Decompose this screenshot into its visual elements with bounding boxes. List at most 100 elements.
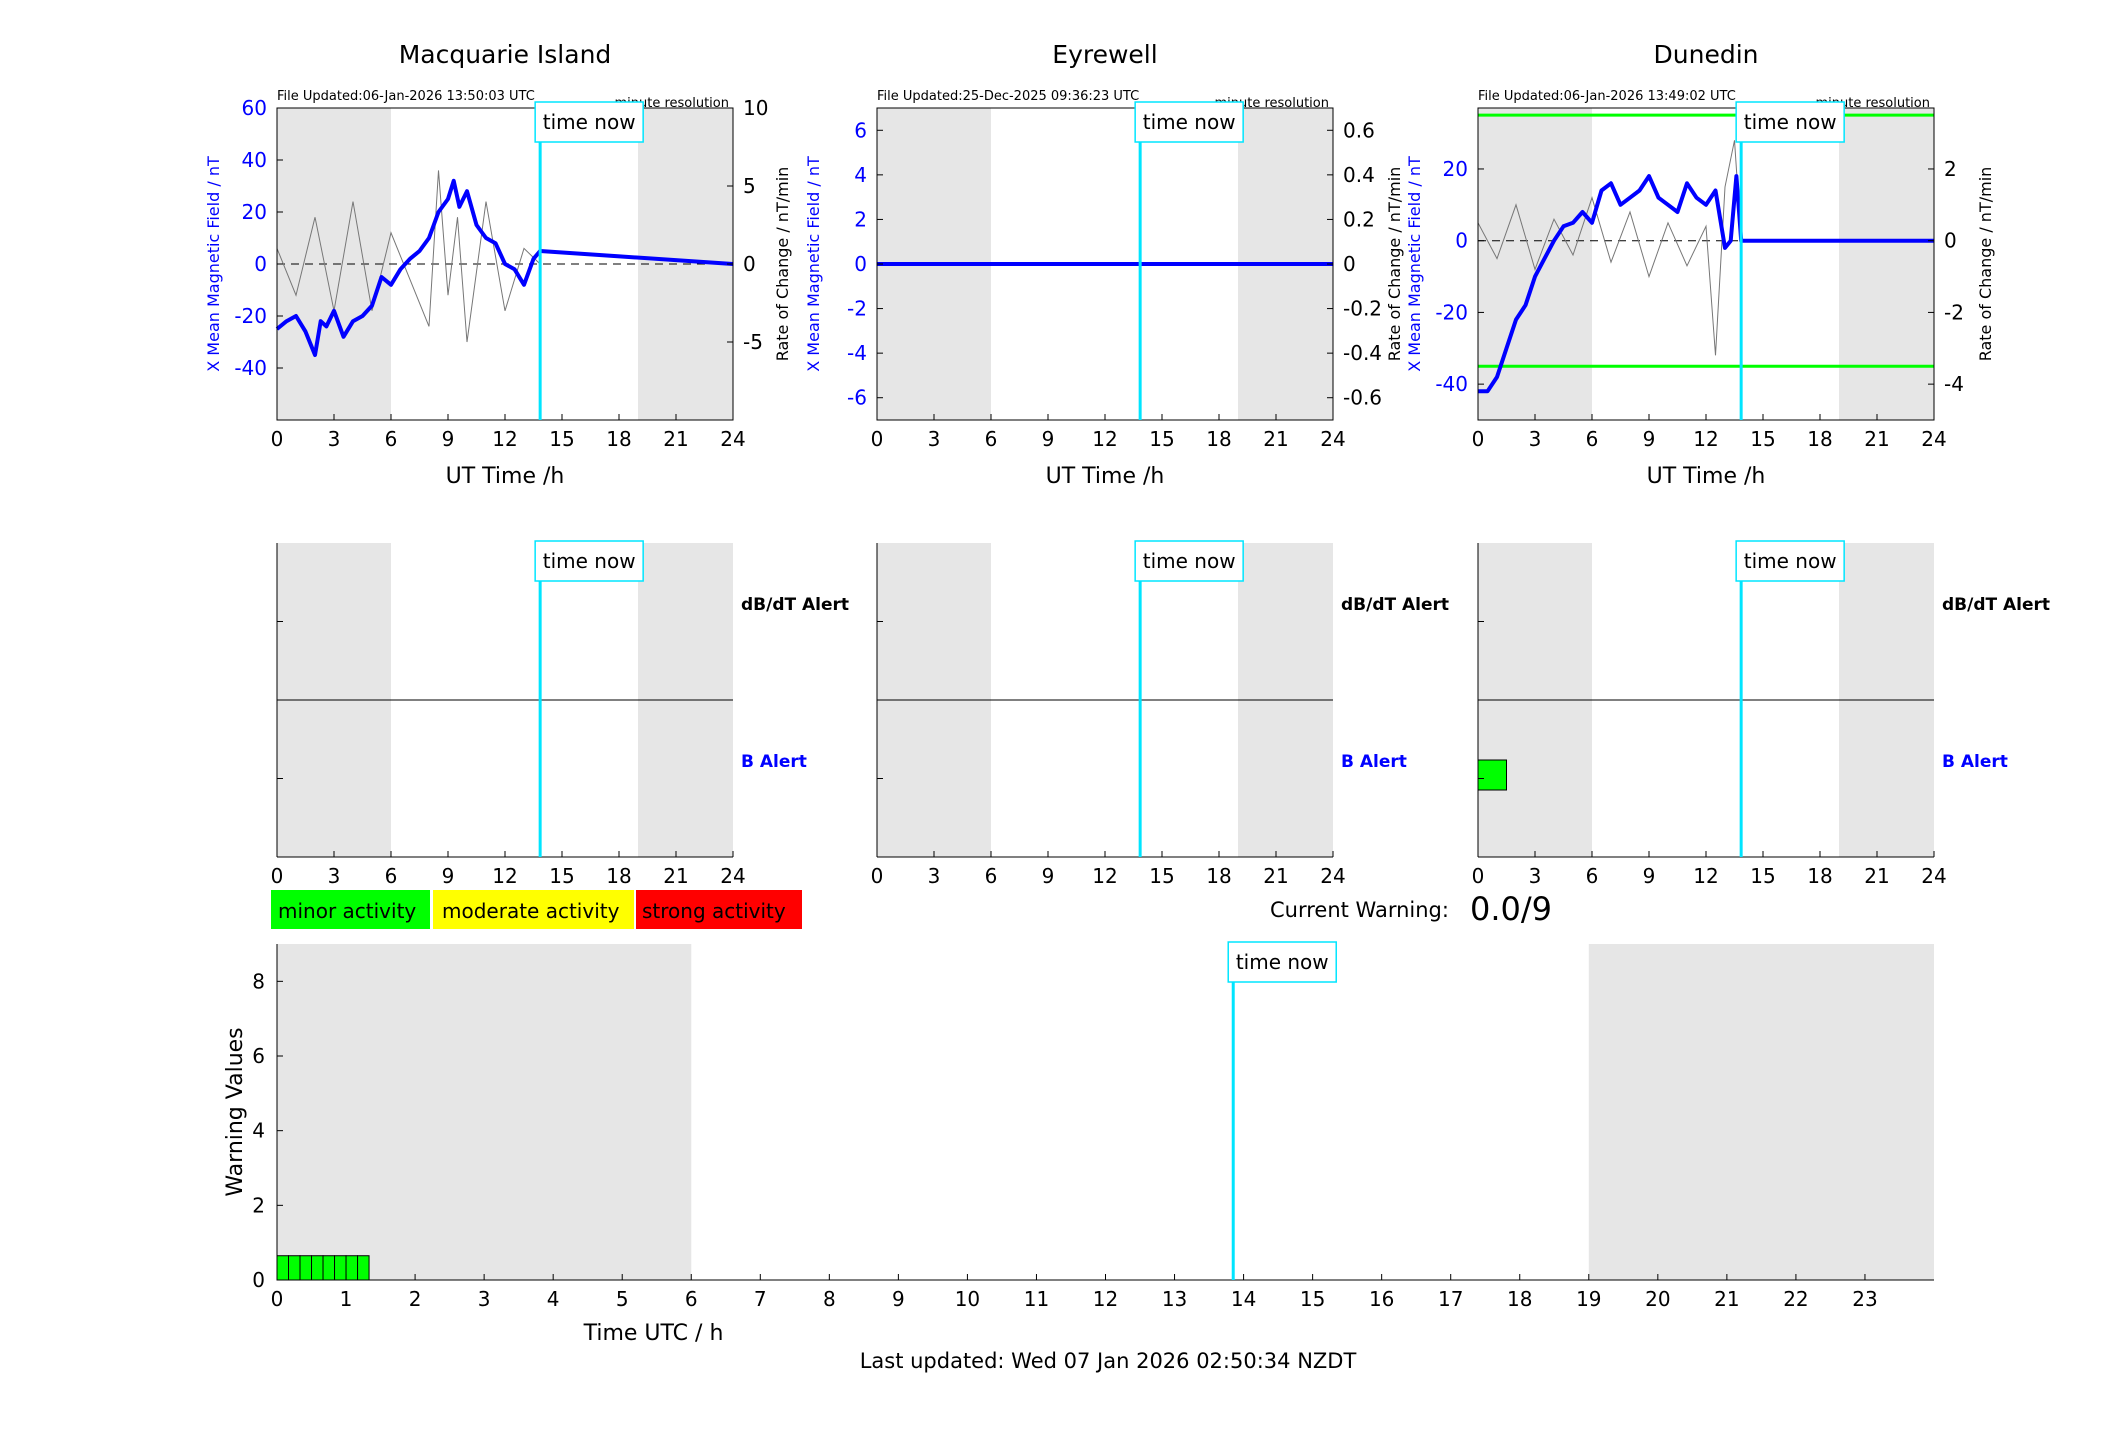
station-1-top-xtick-label-5: 15 xyxy=(549,427,574,451)
station-1-top-xtick-label-6: 18 xyxy=(606,427,631,451)
station-2-ytick-label-1: -4 xyxy=(847,341,867,365)
warning-xtick-label-4: 4 xyxy=(547,1287,560,1311)
station-1-ytick-right-label-3: 10 xyxy=(743,96,768,120)
station-3-alert-xtick-label-0: 0 xyxy=(1472,864,1485,888)
station-2-ytick-label-2: -2 xyxy=(847,297,867,321)
station-3-b-alert-block-0 xyxy=(1477,759,1507,791)
station-2-alert-xtick-label-2: 6 xyxy=(985,864,998,888)
warning-ytick-label-2: 4 xyxy=(252,1119,265,1143)
station-3-alert-xtick-label-3: 9 xyxy=(1643,864,1656,888)
station-1-alert-xtick-label-0: 0 xyxy=(271,864,284,888)
station-1-rate-line xyxy=(276,170,541,343)
station-3-ylabel-right-inner: Rate of Change / nT/min xyxy=(1385,167,1404,362)
station-2-top-xtick-label-0: 0 xyxy=(871,427,884,451)
station-2-ytick-right-label-6: 0.6 xyxy=(1343,118,1375,142)
station-1-alert-xtick-label-7: 21 xyxy=(663,864,688,888)
warning-bar-3 xyxy=(311,1255,324,1281)
station-1-top-xtick-label-3: 9 xyxy=(442,427,455,451)
station-3-top-xtick-label-6: 18 xyxy=(1807,427,1832,451)
station-3-alert-panel: 0 3 6 9 12 15 18 21 24 dB/dT Alert B Alert time now xyxy=(1472,540,2050,888)
station-1-alert-time-now-box xyxy=(534,540,644,582)
station-1-b-alert-label: B Alert xyxy=(741,752,807,772)
station-1-alert-xtick-label-4: 12 xyxy=(492,864,517,888)
station-3-ytick-label-1: -20 xyxy=(1435,300,1468,324)
station-2-alert-xtick-label-8: 24 xyxy=(1320,864,1345,888)
station-3-alert-xtick-label-5: 15 xyxy=(1750,864,1775,888)
station-1-top-time-now-label: time now xyxy=(543,110,636,134)
warning-xtick-label-10: 10 xyxy=(955,1287,980,1311)
station-1-ylabel-right: Rate of Change / nT/min xyxy=(773,167,792,362)
warning-ytick-label-4: 8 xyxy=(252,969,265,993)
station-2-ylabel: X Mean Magnetic Field / nT xyxy=(804,156,823,372)
station-1-field-line-0 xyxy=(275,178,734,357)
station-3-top-xtick-label-0: 0 xyxy=(1472,427,1485,451)
station-2-top-xtick-label-1: 3 xyxy=(928,427,941,451)
station-2-ytick-label-5: 4 xyxy=(854,163,867,187)
station-1-top-time-now-box xyxy=(534,101,644,143)
station-2-top-xtick-label-6: 18 xyxy=(1206,427,1231,451)
station-3-alert-xtick-label-8: 24 xyxy=(1921,864,1946,888)
station-2-ytick-right-label-3: 0 xyxy=(1343,252,1356,276)
warning-xtick-label-1: 1 xyxy=(340,1287,353,1311)
station-3-ytick-label-2: 0 xyxy=(1455,229,1468,253)
station-2-ytick-label-0: -6 xyxy=(847,386,867,410)
warning-bar-4 xyxy=(322,1255,336,1281)
station-1-alert-xtick-label-8: 24 xyxy=(720,864,745,888)
warning-bar-7 xyxy=(357,1255,370,1281)
station-2-alert-xtick-label-0: 0 xyxy=(871,864,884,888)
station-1-alert-xtick-label-6: 18 xyxy=(606,864,631,888)
station-1-ytick-label-1: -20 xyxy=(234,304,267,328)
station-3-top-xtick-label-4: 12 xyxy=(1693,427,1718,451)
station-2-alert-time-now-box xyxy=(1134,540,1244,582)
warning-xtick-label-6: 6 xyxy=(685,1287,698,1311)
station-3-field-line-0 xyxy=(1478,174,1934,394)
station-1-ytick-label-3: 20 xyxy=(242,200,267,224)
station-1-top-xtick-label-1: 3 xyxy=(328,427,341,451)
warning-xtick-label-2: 2 xyxy=(409,1287,422,1311)
warning-ytick-label-1: 2 xyxy=(252,1193,265,1217)
station-3-rate-line xyxy=(1477,140,1742,356)
station-2-top-time-now-box xyxy=(1134,101,1244,143)
station-1-alert-time-now-label: time now xyxy=(543,549,636,573)
warning-bar-5 xyxy=(334,1255,347,1281)
legend-strong-label: strong activity xyxy=(642,899,786,923)
warning-xtick-label-20: 20 xyxy=(1645,1287,1670,1311)
station-2-alert-xtick-label-1: 3 xyxy=(928,864,941,888)
station-1-file-updated: File Updated:06-Jan-2026 13:50:03 UTC xyxy=(277,89,535,104)
station-3-b-alert-label: B Alert xyxy=(1942,752,2008,772)
warning-xtick-label-8: 8 xyxy=(823,1287,836,1311)
warning-time-now-label: time now xyxy=(1236,950,1329,974)
station-1-panel: Macquarie Island File Updated:06-Jan-2026… xyxy=(204,40,792,489)
warning-night-shade-1 xyxy=(1588,944,1934,1280)
warning-ytick-label-3: 6 xyxy=(252,1044,265,1068)
station-1-xlabel: UT Time /h xyxy=(446,464,565,489)
station-1-ytick-right-label-2: 5 xyxy=(743,174,756,198)
station-3-top-xtick-label-1: 3 xyxy=(1529,427,1542,451)
warning-xtick-label-15: 15 xyxy=(1300,1287,1325,1311)
current-warning-value: 0.0/9 xyxy=(1470,890,1552,928)
station-2-top-xtick-label-8: 24 xyxy=(1320,427,1345,451)
station-2-ytick-label-6: 6 xyxy=(854,118,867,142)
station-1-dbdt-alert-label: dB/dT Alert xyxy=(741,595,849,615)
warning-xtick-label-17: 17 xyxy=(1438,1287,1463,1311)
current-warning-label: Current Warning: xyxy=(1270,898,1449,922)
station-1-alert-xtick-label-3: 9 xyxy=(442,864,455,888)
station-3-alert-xtick-label-1: 3 xyxy=(1529,864,1542,888)
warning-xtick-label-19: 19 xyxy=(1576,1287,1601,1311)
legend-moderate-swatch xyxy=(433,890,634,929)
station-3-top-xtick-label-5: 15 xyxy=(1750,427,1775,451)
station-2-alert-xtick-label-7: 21 xyxy=(1263,864,1288,888)
warning-xtick-label-13: 13 xyxy=(1162,1287,1187,1311)
warning-xtick-label-21: 21 xyxy=(1714,1287,1739,1311)
station-2-alert-panel: 0 3 6 9 12 15 18 21 24 dB/dT Alert B Alert time now xyxy=(871,540,1449,888)
warning-bar-2 xyxy=(299,1255,313,1281)
warning-night-shade-0 xyxy=(277,944,692,1280)
station-1-ytick-label-4: 40 xyxy=(242,148,267,172)
warning-bar-0 xyxy=(276,1255,290,1281)
station-2-file-updated: File Updated:25-Dec-2025 09:36:23 UTC xyxy=(877,89,1139,104)
station-3-ytick-right-label-1: -2 xyxy=(1944,300,1964,324)
station-1-alert-xtick-label-2: 6 xyxy=(385,864,398,888)
station-2-alert-xtick-label-6: 18 xyxy=(1206,864,1231,888)
